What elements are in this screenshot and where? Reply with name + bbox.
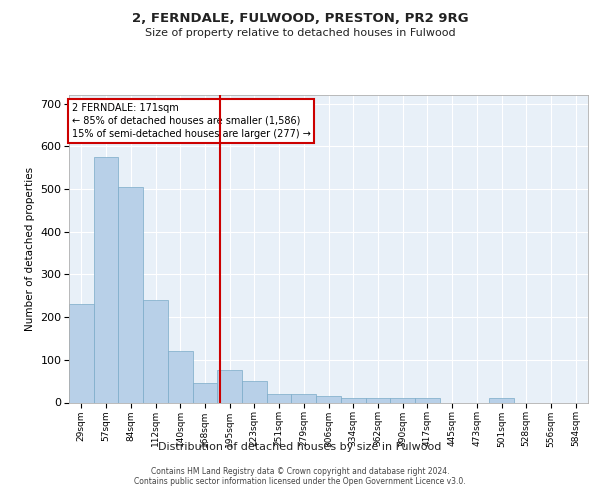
Bar <box>415 398 440 402</box>
Text: 2 FERNDALE: 171sqm
← 85% of detached houses are smaller (1,586)
15% of semi-deta: 2 FERNDALE: 171sqm ← 85% of detached hou… <box>71 102 310 139</box>
Bar <box>217 370 242 402</box>
Bar <box>292 394 316 402</box>
Bar <box>168 351 193 403</box>
Bar <box>267 394 292 402</box>
Bar <box>242 381 267 402</box>
Bar <box>316 396 341 402</box>
Text: 2, FERNDALE, FULWOOD, PRESTON, PR2 9RG: 2, FERNDALE, FULWOOD, PRESTON, PR2 9RG <box>131 12 469 26</box>
Bar <box>489 398 514 402</box>
Text: Contains HM Land Registry data © Crown copyright and database right 2024.
Contai: Contains HM Land Registry data © Crown c… <box>134 466 466 486</box>
Bar <box>341 398 365 402</box>
Bar <box>118 187 143 402</box>
Bar <box>390 398 415 402</box>
Text: Size of property relative to detached houses in Fulwood: Size of property relative to detached ho… <box>145 28 455 38</box>
Bar <box>143 300 168 402</box>
Y-axis label: Number of detached properties: Number of detached properties <box>25 166 35 331</box>
Bar <box>193 384 217 402</box>
Bar <box>69 304 94 402</box>
Bar <box>365 398 390 402</box>
Text: Distribution of detached houses by size in Fulwood: Distribution of detached houses by size … <box>158 442 442 452</box>
Bar <box>94 157 118 402</box>
